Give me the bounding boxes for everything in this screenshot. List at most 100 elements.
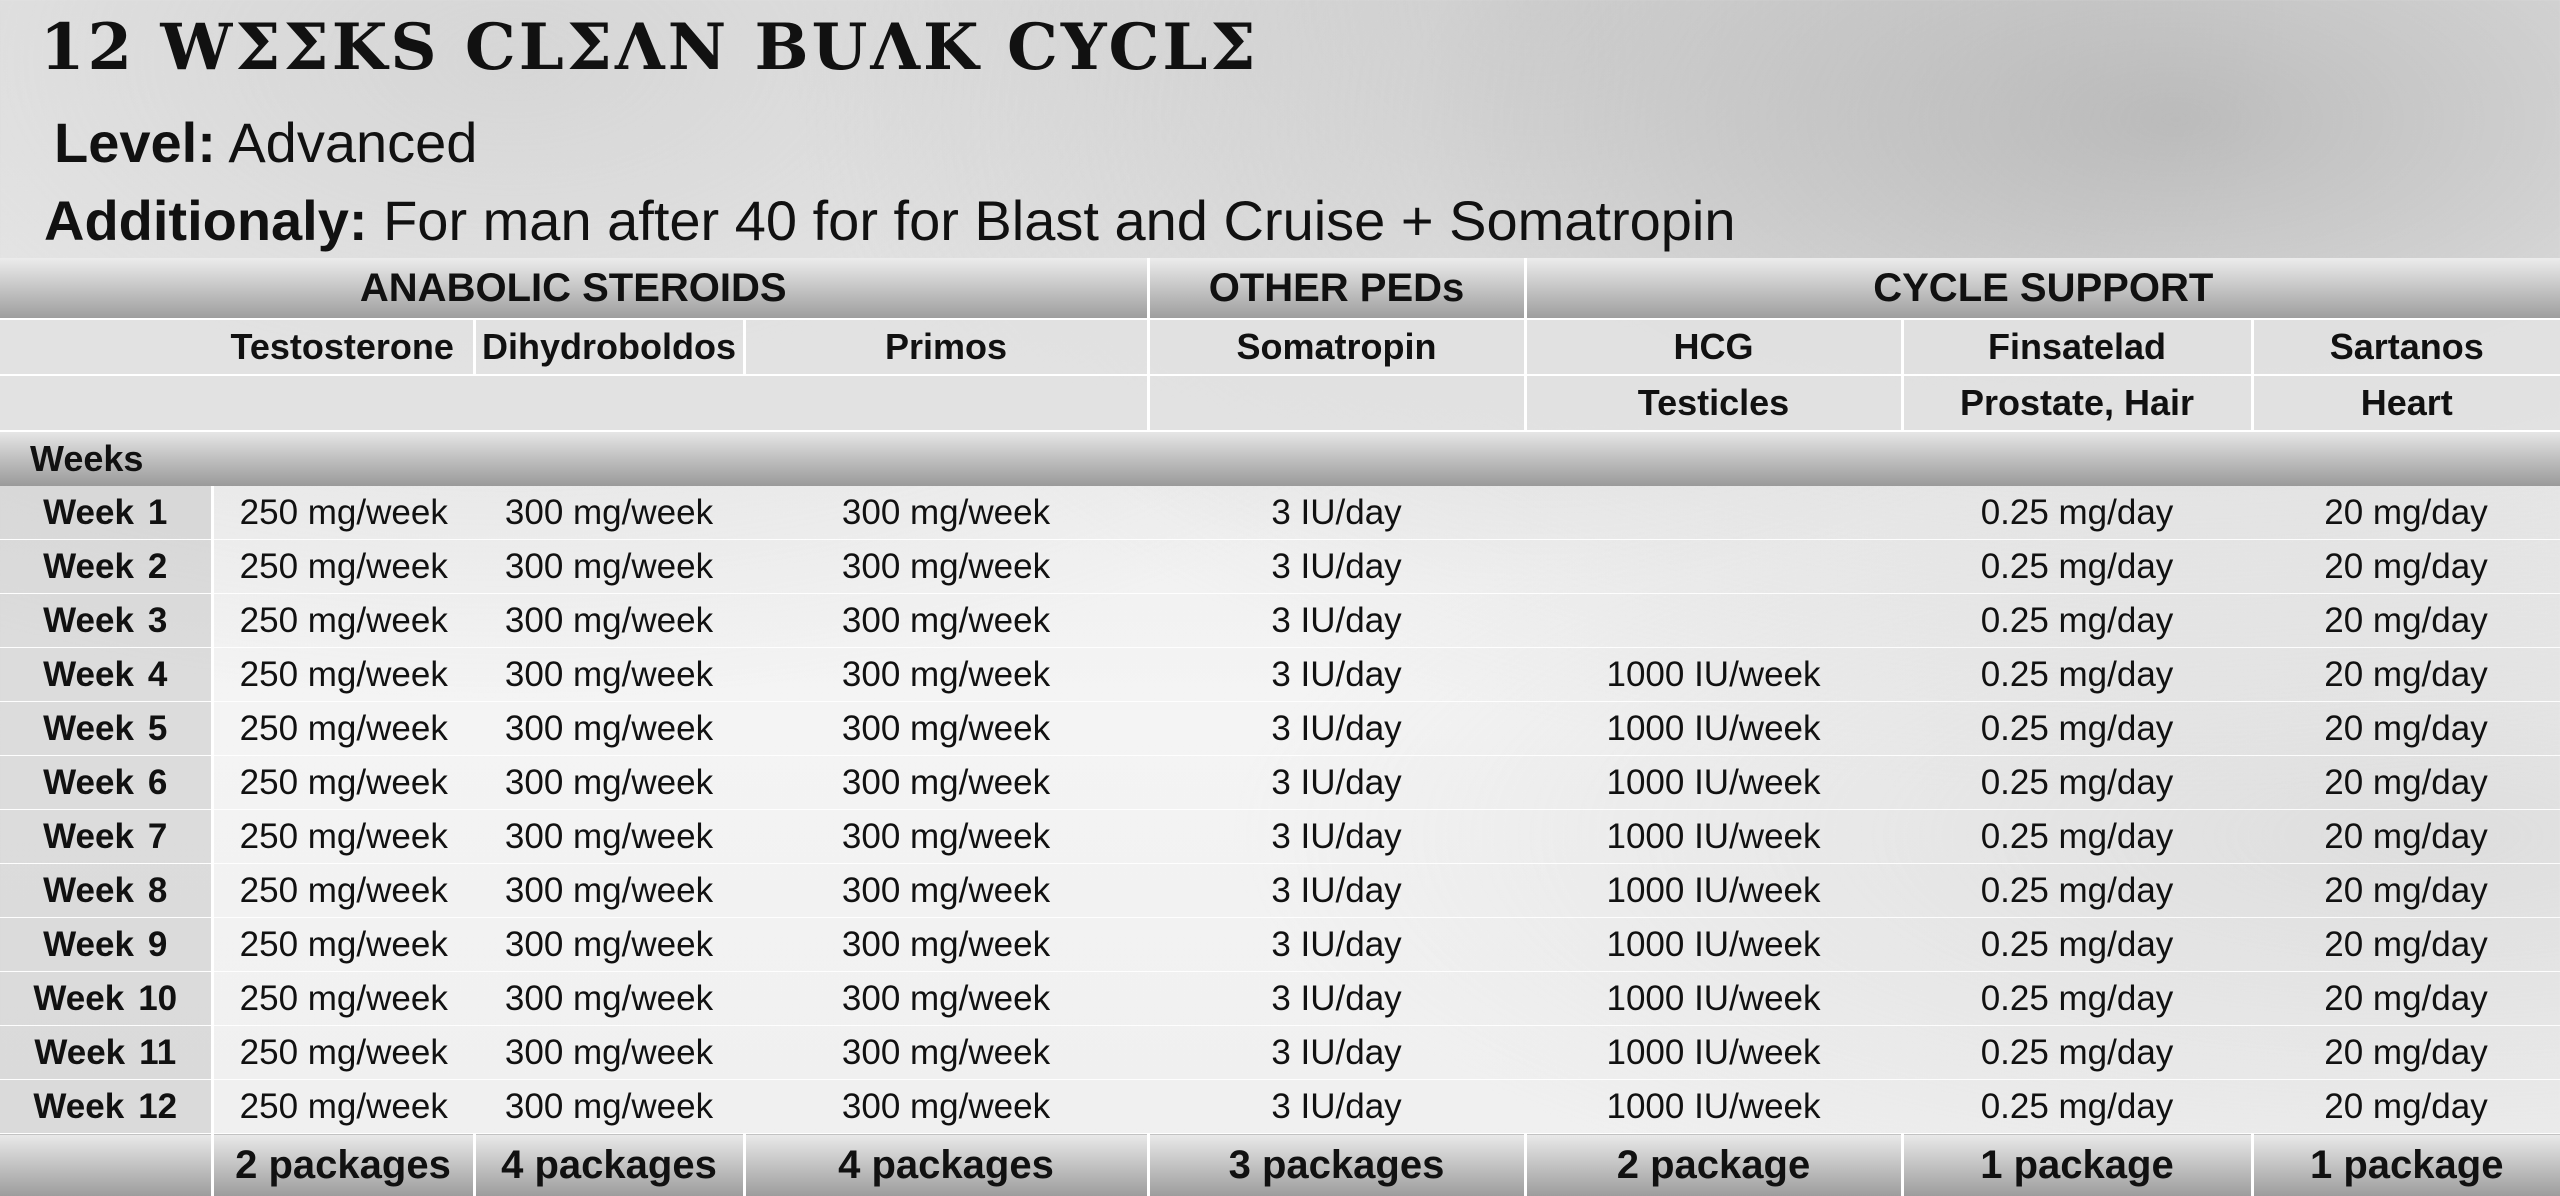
dose-cell: 300 mg/week: [744, 648, 1148, 702]
dose-cell: 300 mg/week: [744, 864, 1148, 918]
week-number: 6: [148, 763, 167, 803]
dose-cell: 20 mg/day: [2252, 972, 2560, 1026]
week-word: Week: [43, 763, 134, 802]
dose-cell: 0.25 mg/day: [1902, 864, 2252, 918]
dose-cell: 300 mg/week: [744, 486, 1148, 540]
dose-cell: 3 IU/day: [1148, 540, 1525, 594]
dose-cell: 0.25 mg/day: [1902, 810, 2252, 864]
dose-cell: 20 mg/day: [2252, 702, 2560, 756]
dose-cell: 20 mg/day: [2252, 648, 2560, 702]
dose-cell: [1525, 540, 1902, 594]
week-word: Week: [43, 655, 134, 694]
group-other-peds: OTHER PEDs: [1148, 258, 1525, 319]
dose-cell: 0.25 mg/day: [1902, 756, 2252, 810]
dose-cell: 1000 IU/week: [1525, 756, 1902, 810]
dose-cell: 250 mg/week: [212, 486, 474, 540]
dose-cell: 300 mg/week: [474, 918, 744, 972]
dose-cell: 1000 IU/week: [1525, 702, 1902, 756]
dose-cell: 1000 IU/week: [1525, 864, 1902, 918]
week-number: 1: [148, 493, 167, 533]
dose-cell: 300 mg/week: [474, 540, 744, 594]
dose-cell: 250 mg/week: [212, 540, 474, 594]
week-cell: Week 6: [0, 756, 212, 810]
dose-cell: 250 mg/week: [212, 594, 474, 648]
week-word: Week: [43, 817, 134, 856]
dose-cell: 0.25 mg/day: [1902, 594, 2252, 648]
week-number: 9: [148, 925, 167, 965]
dose-cell: 300 mg/week: [744, 810, 1148, 864]
totals-blank: [0, 1134, 212, 1196]
dose-cell: 250 mg/week: [212, 864, 474, 918]
week-word: Week: [34, 1033, 125, 1072]
week-word: Week: [33, 979, 124, 1018]
dose-cell: 300 mg/week: [474, 486, 744, 540]
week-word: Week: [43, 871, 134, 910]
dose-cell: 20 mg/day: [2252, 486, 2560, 540]
dose-cell: 250 mg/week: [212, 972, 474, 1026]
dose-cell: 300 mg/week: [474, 594, 744, 648]
additional-label: Additionaly:: [44, 189, 368, 252]
dose-cell: 0.25 mg/day: [1902, 486, 2252, 540]
package-total-cell: 2 packages: [212, 1134, 474, 1196]
dose-cell: 300 mg/week: [474, 1026, 744, 1080]
package-total-cell: 1 package: [2252, 1134, 2560, 1196]
group-header-row: ANABOLIC STEROIDS OTHER PEDs CYCLE SUPPO…: [0, 258, 2560, 319]
level-line: Level: Advanced: [54, 110, 477, 175]
dose-cell: 3 IU/day: [1148, 486, 1525, 540]
dose-cell: 300 mg/week: [744, 594, 1148, 648]
week-cell: Week 9: [0, 918, 212, 972]
column-name: Sartanos: [2252, 319, 2560, 375]
group-anabolic-steroids: ANABOLIC STEROIDS: [0, 258, 1148, 319]
dose-cell: 300 mg/week: [744, 1080, 1148, 1134]
column-name: Testosterone: [212, 319, 474, 375]
dose-cell: 250 mg/week: [212, 918, 474, 972]
dose-cell: 0.25 mg/day: [1902, 918, 2252, 972]
dose-cell: 3 IU/day: [1148, 972, 1525, 1026]
dose-cell: 3 IU/day: [1148, 702, 1525, 756]
week-word: Week: [43, 925, 134, 964]
dose-cell: 300 mg/week: [474, 702, 744, 756]
dose-cell: 300 mg/week: [474, 972, 744, 1026]
dose-cell: 300 mg/week: [744, 702, 1148, 756]
dose-cell: 300 mg/week: [744, 756, 1148, 810]
dose-cell: 20 mg/day: [2252, 594, 2560, 648]
column-purpose: Prostate, Hair: [1902, 375, 2252, 431]
column-name: HCG: [1525, 319, 1902, 375]
dose-cell: 20 mg/day: [2252, 1026, 2560, 1080]
dose-cell: 0.25 mg/day: [1902, 1080, 2252, 1134]
week-word: Week: [43, 601, 134, 640]
dose-cell: 3 IU/day: [1148, 864, 1525, 918]
week-number: 5: [148, 709, 167, 749]
column-name-row: Testosterone Dihydroboldos Primos Somatr…: [0, 319, 2560, 375]
dose-cell: 0.25 mg/day: [1902, 702, 2252, 756]
column-name: Somatropin: [1148, 319, 1525, 375]
column-purpose: Testicles: [1525, 375, 1902, 431]
package-total-cell: 2 package: [1525, 1134, 1902, 1196]
week-word: Week: [33, 1087, 124, 1126]
dose-cell: 0.25 mg/day: [1902, 540, 2252, 594]
level-label: Level:: [54, 111, 216, 174]
dose-cell: 20 mg/day: [2252, 918, 2560, 972]
dose-cell: 20 mg/day: [2252, 864, 2560, 918]
dose-cell: 0.25 mg/day: [1902, 648, 2252, 702]
level-value: Advanced: [228, 111, 477, 174]
dose-cell: 20 mg/day: [2252, 810, 2560, 864]
dose-cell: 20 mg/day: [2252, 756, 2560, 810]
dose-cell: 3 IU/day: [1148, 1026, 1525, 1080]
column-purpose-row: Testicles Prostate, Hair Heart: [0, 375, 2560, 431]
dose-cell: 300 mg/week: [744, 918, 1148, 972]
